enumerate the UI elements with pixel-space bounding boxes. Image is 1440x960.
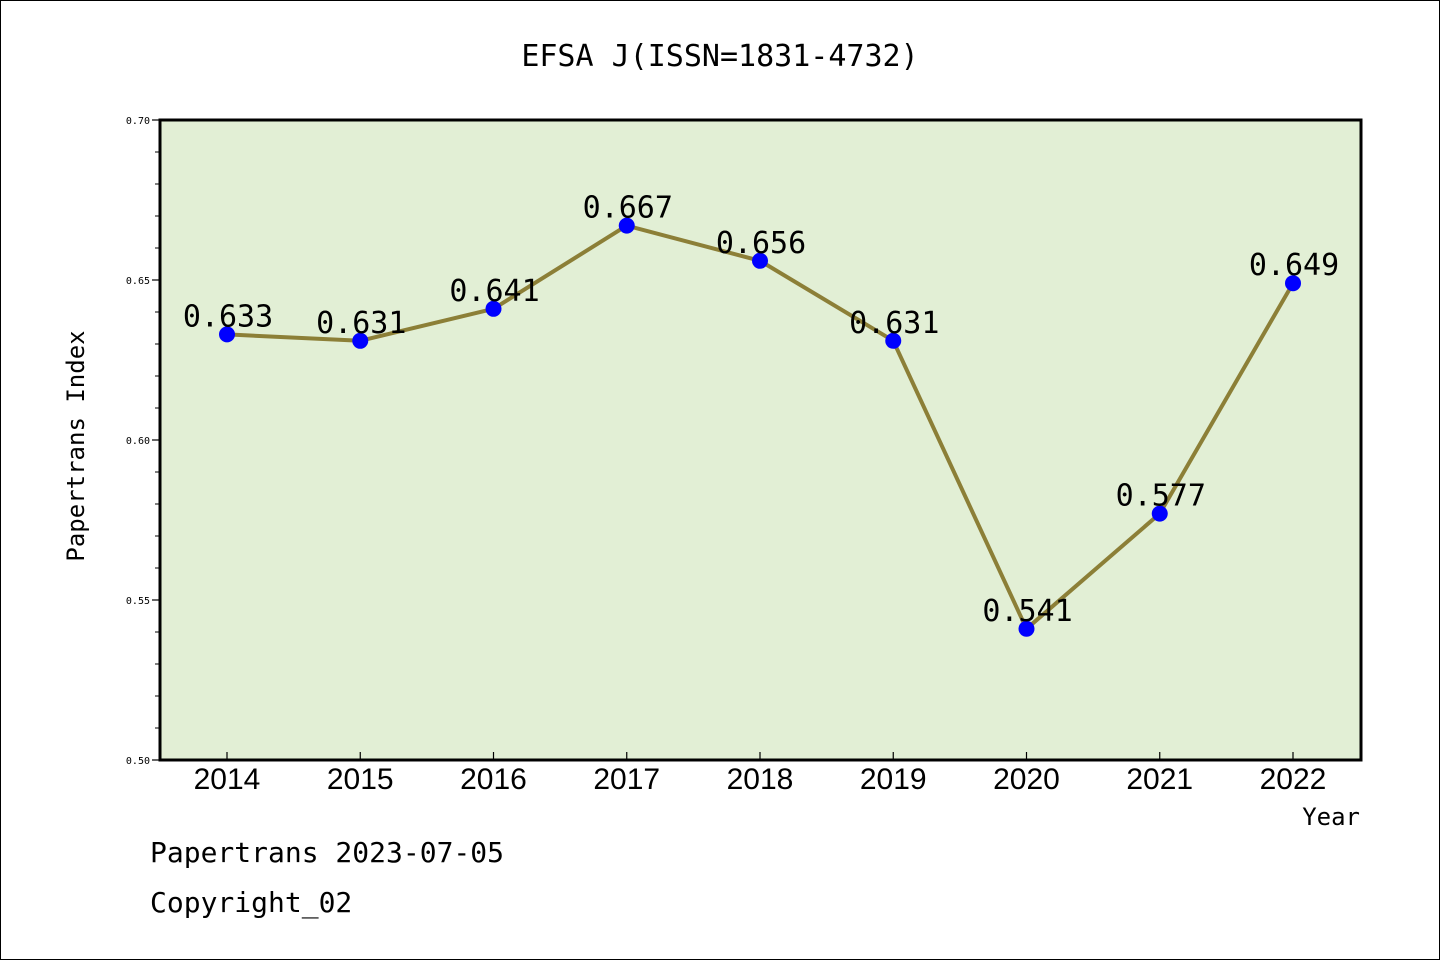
x-tick-label: 2015 <box>327 763 394 796</box>
data-label: 0.667 <box>583 191 673 226</box>
y-axis-label: Papertrans Index <box>62 330 90 561</box>
x-tick-label: 2022 <box>1260 763 1327 796</box>
data-label: 0.631 <box>316 306 406 341</box>
plot-border <box>158 118 1363 762</box>
x-axis-label: Year <box>1302 803 1360 831</box>
series-line-group <box>219 217 1301 637</box>
data-label: 0.633 <box>183 299 273 334</box>
data-point <box>885 332 902 349</box>
y-tick-label: 0.65 <box>126 276 150 287</box>
y-tick-label: 0.60 <box>126 436 150 447</box>
data-point <box>1151 505 1168 522</box>
footer-copyright: Copyright_02 <box>150 886 353 919</box>
data-label: 0.641 <box>449 274 539 309</box>
chart-title: EFSA J(ISSN=1831-4732) <box>521 39 918 74</box>
x-axis-ticks: 2014 2015 2016 2017 2018 2019 2020 2021 2022 <box>194 752 1327 796</box>
x-tick-label: 2021 <box>1126 763 1193 796</box>
data-point <box>485 300 502 317</box>
data-point <box>219 326 235 343</box>
x-tick-label: 2014 <box>194 763 261 796</box>
x-tick-label: 2018 <box>727 763 794 796</box>
data-point <box>752 252 768 269</box>
data-labels: 0.633 0.631 0.641 0.667 0.656 0.631 0.541 0.577… <box>183 191 1339 629</box>
data-point <box>1018 620 1035 637</box>
data-point <box>618 217 635 234</box>
data-label: 0.649 <box>1249 248 1339 283</box>
y-tick-label: 0.70 <box>126 116 150 127</box>
y-axis-ticks: 0.50 0.55 0.60 0.65 0.70 <box>126 116 160 767</box>
data-point <box>1285 275 1301 292</box>
data-label: 0.541 <box>982 594 1072 629</box>
y-tick-label: 0.50 <box>126 756 150 767</box>
plot-area <box>160 120 1361 760</box>
footer-date: Papertrans 2023-07-05 <box>150 836 505 869</box>
y-tick-label: 0.55 <box>126 596 150 607</box>
data-label: 0.577 <box>1116 479 1206 514</box>
x-tick-label: 2017 <box>593 763 660 796</box>
data-label: 0.656 <box>716 226 806 261</box>
x-tick-label: 2020 <box>993 763 1060 796</box>
data-label: 0.631 <box>849 306 939 341</box>
x-tick-label: 2016 <box>460 763 527 796</box>
data-point <box>352 332 369 349</box>
x-tick-label: 2019 <box>860 763 927 796</box>
